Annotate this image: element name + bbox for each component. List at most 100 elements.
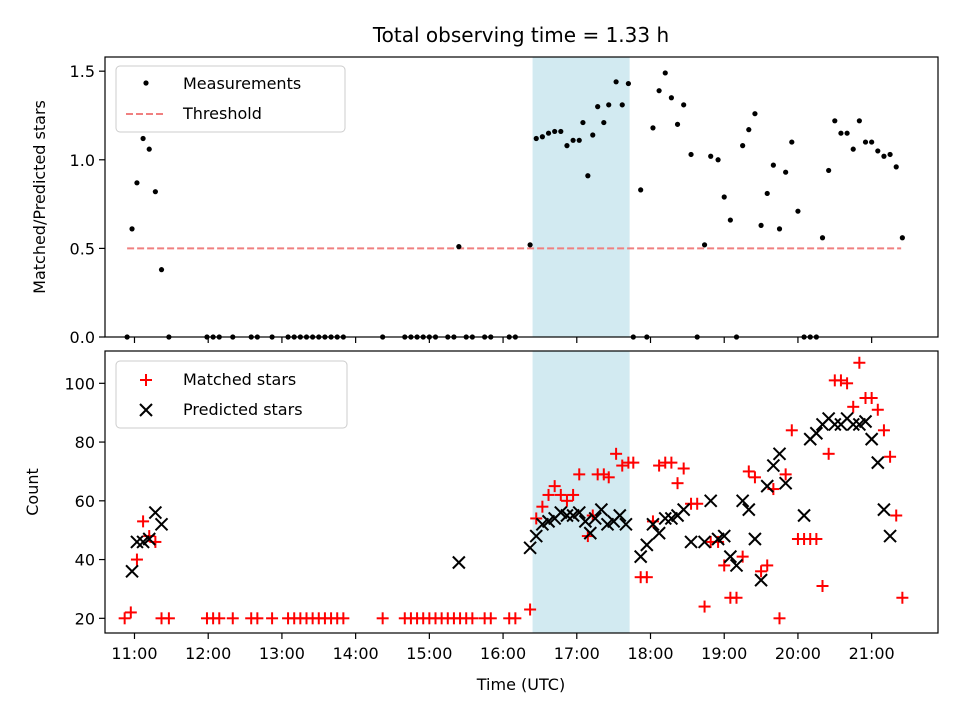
matched-point bbox=[251, 612, 264, 625]
measurement-point bbox=[674, 121, 681, 127]
matched-point bbox=[677, 462, 690, 475]
predicted-point bbox=[142, 532, 156, 546]
legend-x-glyph bbox=[139, 403, 153, 417]
predicted-point bbox=[772, 447, 787, 461]
measurement-point bbox=[869, 139, 875, 145]
x-tick-label: 20:00 bbox=[775, 644, 821, 663]
matched-point bbox=[530, 512, 543, 525]
matched-point bbox=[542, 488, 555, 501]
measurement-point bbox=[590, 132, 596, 138]
matched-point bbox=[130, 553, 143, 566]
bottom-panel: 20 40 60 80 100 11:00 12:00 13:00 14:00 15:00 16:… bbox=[23, 350, 939, 694]
predicted-point bbox=[797, 508, 811, 523]
measurement-point bbox=[746, 127, 752, 133]
predicted-point bbox=[742, 502, 756, 517]
predicted-point bbox=[452, 555, 466, 570]
x-tick-label: 19:00 bbox=[701, 644, 747, 663]
legend-plus-glyph bbox=[140, 374, 152, 386]
measurement-point bbox=[740, 143, 746, 149]
matched-point bbox=[841, 377, 854, 390]
matched-point bbox=[560, 494, 573, 507]
predicted-point bbox=[828, 417, 842, 432]
matched-point bbox=[742, 465, 755, 478]
x-tick-label: 16:00 bbox=[480, 644, 526, 663]
predicted-point bbox=[729, 558, 744, 573]
matched-point bbox=[536, 500, 549, 513]
top-highlight-span bbox=[532, 57, 630, 337]
bottom-highlight-span bbox=[532, 351, 630, 633]
matched-point bbox=[847, 400, 860, 413]
matched-point bbox=[124, 606, 137, 619]
matched-point bbox=[896, 591, 909, 604]
measurement-points bbox=[124, 70, 905, 340]
x-tick-label: 11:00 bbox=[111, 644, 157, 663]
x-axis-label: Time (UTC) bbox=[476, 675, 565, 694]
predicted-point bbox=[658, 511, 672, 526]
measurement-point bbox=[552, 128, 558, 135]
x-tick-label: 18:00 bbox=[627, 644, 673, 663]
bottom-legend: Matched stars Predicted stars bbox=[115, 360, 348, 429]
legend-measurements-marker bbox=[143, 80, 149, 86]
bottom-y-axis-label: Count bbox=[23, 468, 42, 516]
bottom-y-tick-label: 80 bbox=[75, 433, 95, 452]
matched-point bbox=[779, 468, 792, 481]
measurement-point bbox=[650, 125, 656, 131]
matched-point bbox=[610, 447, 623, 460]
legend-threshold-label: Threshold bbox=[182, 104, 262, 123]
predicted-point bbox=[154, 517, 169, 532]
matched-point bbox=[761, 559, 774, 572]
top-panel: 0.0 0.5 1.0 1.5 Matched/Predicted stars Mea… bbox=[30, 56, 939, 347]
predicted-point bbox=[572, 505, 586, 520]
predicted-point bbox=[760, 479, 774, 493]
predicted-point bbox=[588, 511, 602, 526]
measurement-point bbox=[533, 135, 539, 142]
matched-point bbox=[877, 424, 890, 437]
matched-point bbox=[816, 580, 829, 592]
matched-point bbox=[466, 612, 479, 625]
measurement-point bbox=[727, 217, 733, 223]
measurement-point bbox=[701, 242, 708, 248]
matched-point bbox=[884, 450, 897, 463]
matched-point bbox=[785, 424, 798, 437]
predicted-point bbox=[529, 529, 543, 543]
measurement-point bbox=[752, 111, 758, 117]
predicted-point bbox=[560, 508, 574, 523]
measurement-point bbox=[662, 70, 668, 76]
predicted-point bbox=[778, 476, 793, 490]
matched-point bbox=[865, 392, 878, 404]
predicted-point bbox=[633, 549, 648, 564]
bottom-x-ticks: 11:00 12:00 13:00 14:00 15:00 16:00 17:00 18:00… bbox=[111, 633, 895, 663]
measurement-point bbox=[893, 164, 899, 170]
matched-point bbox=[524, 603, 537, 616]
matched-point bbox=[853, 356, 866, 369]
matched-point bbox=[653, 459, 666, 472]
predicted-point bbox=[646, 517, 660, 532]
matched-point bbox=[748, 471, 761, 484]
measurement-point bbox=[527, 242, 533, 248]
measurement-point bbox=[595, 104, 601, 110]
measurement-point bbox=[625, 80, 631, 87]
measurement-point bbox=[875, 148, 881, 154]
top-legend-frame bbox=[115, 65, 346, 133]
matched-point bbox=[509, 612, 522, 625]
top-y-tick-label: 0.0 bbox=[70, 328, 95, 347]
matched-point bbox=[118, 612, 131, 625]
measurement-point bbox=[832, 118, 838, 124]
bottom-legend-frame bbox=[115, 360, 348, 429]
predicted-point bbox=[697, 535, 712, 549]
top-y-tick-label: 0.5 bbox=[70, 239, 95, 258]
measurement-point bbox=[601, 119, 607, 126]
matched-point bbox=[627, 456, 640, 469]
measurement-point bbox=[819, 235, 826, 241]
predicted-points bbox=[125, 411, 897, 587]
measurement-point bbox=[668, 95, 674, 101]
legend-predicted-marker bbox=[139, 403, 153, 417]
legend-matched-label: Matched stars bbox=[183, 370, 296, 389]
top-y-tick-label: 1.5 bbox=[70, 62, 95, 81]
predicted-point bbox=[594, 502, 609, 517]
matched-point bbox=[834, 374, 847, 387]
matched-point bbox=[730, 591, 743, 604]
matched-point bbox=[773, 612, 786, 625]
measurement-point bbox=[613, 79, 619, 85]
